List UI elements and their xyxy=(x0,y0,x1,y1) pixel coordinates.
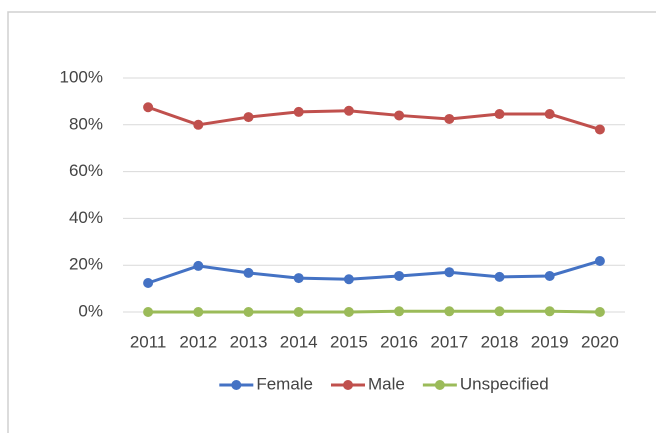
data-point xyxy=(444,306,455,317)
y-tick-label: 40% xyxy=(69,208,103,227)
data-point xyxy=(594,255,605,266)
data-point xyxy=(243,267,254,278)
x-tick-label: 2020 xyxy=(581,332,619,351)
data-point xyxy=(594,307,605,317)
data-point xyxy=(193,307,204,317)
data-point xyxy=(143,102,154,113)
series-line xyxy=(147,259,601,285)
data-point xyxy=(494,306,505,317)
y-tick-label: 60% xyxy=(69,161,103,180)
legend-label: Male xyxy=(368,374,405,393)
x-tick-label: 2011 xyxy=(130,332,167,351)
x-tick-label: 2015 xyxy=(330,332,368,351)
y-tick-label: 80% xyxy=(69,114,103,133)
data-point xyxy=(293,307,304,317)
legend-label: Female xyxy=(256,374,313,393)
data-point xyxy=(544,306,555,317)
x-tick-label: 2017 xyxy=(430,332,468,351)
data-point xyxy=(544,270,555,281)
data-point xyxy=(494,271,505,282)
legend-marker xyxy=(434,380,445,390)
x-tick-label: 2016 xyxy=(380,332,418,351)
y-tick-label: 20% xyxy=(69,255,103,274)
data-point xyxy=(394,270,405,281)
legend: Female Male Unspecified xyxy=(219,374,549,393)
x-tick-label: 2014 xyxy=(280,332,318,351)
x-tick-label: 2018 xyxy=(481,332,519,351)
y-tick-label: 0% xyxy=(78,301,103,320)
data-point xyxy=(193,119,204,130)
data-point xyxy=(594,124,605,135)
data-point xyxy=(243,307,254,317)
x-tick-label: 2013 xyxy=(230,332,268,351)
data-point xyxy=(494,109,505,120)
y-tick-label: 100% xyxy=(60,67,103,86)
data-point xyxy=(343,307,354,317)
data-point xyxy=(193,260,204,271)
data-point xyxy=(143,277,154,288)
series-line xyxy=(147,105,601,131)
data-point xyxy=(343,274,354,285)
x-tick-label: 2019 xyxy=(531,332,569,351)
data-point xyxy=(243,112,254,123)
legend-marker xyxy=(343,380,353,390)
data-point xyxy=(293,106,304,117)
x-tick-label: 2012 xyxy=(179,332,217,351)
series-line xyxy=(148,309,600,314)
data-point xyxy=(444,113,455,124)
data-point xyxy=(143,307,154,317)
data-point xyxy=(343,105,354,116)
data-point xyxy=(544,109,555,120)
chart-frame xyxy=(7,11,656,433)
data-point xyxy=(293,273,304,284)
legend-marker xyxy=(231,380,242,390)
data-point xyxy=(394,306,405,317)
legend-label: Unspecified xyxy=(460,374,549,393)
data-point xyxy=(444,267,455,278)
data-point xyxy=(394,110,405,121)
